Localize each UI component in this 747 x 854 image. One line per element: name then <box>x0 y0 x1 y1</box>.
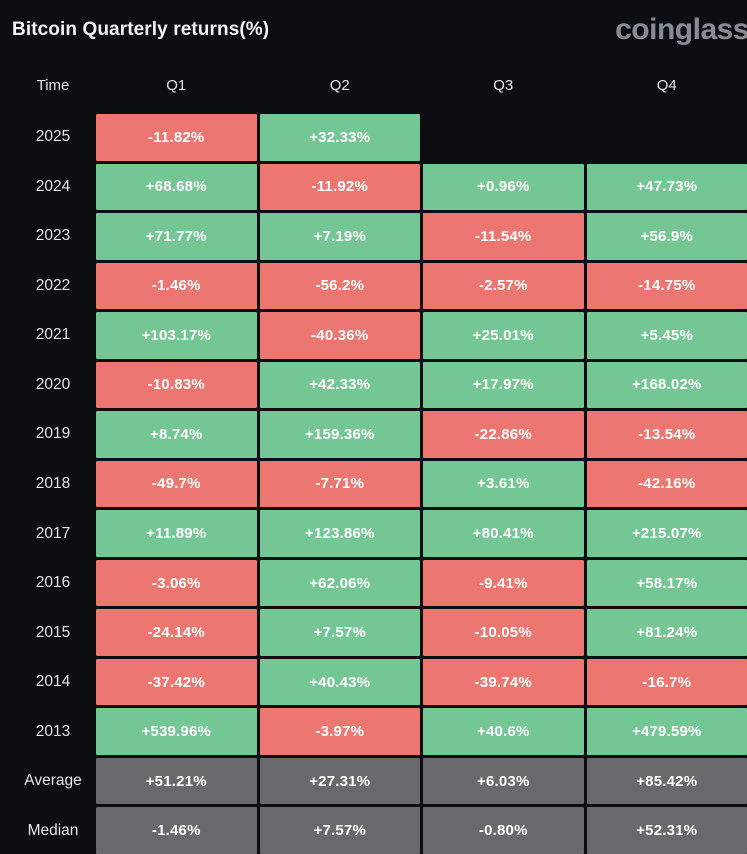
row-label-2017: 2017 <box>35 524 71 542</box>
empty-cell <box>423 114 584 161</box>
return-cell: +27.31% <box>259 757 420 805</box>
return-cell: +8.74% <box>96 411 257 458</box>
row-label-2014: 2014 <box>35 673 71 691</box>
return-cell: -22.86% <box>423 411 584 458</box>
return-cell: -10.83% <box>96 361 257 409</box>
return-cell: +56.9% <box>586 213 747 260</box>
row-label-2023: 2023 <box>35 227 71 245</box>
return-cell: +52.31% <box>586 807 747 854</box>
return-cell: +0.96% <box>423 163 584 211</box>
return-cell: +5.45% <box>586 312 747 359</box>
return-cell: +47.73% <box>586 163 747 211</box>
row-label-2022: 2022 <box>35 276 71 294</box>
column-header-time: Time <box>36 77 70 94</box>
return-cell: -0.80% <box>423 807 584 854</box>
row-label-2020: 2020 <box>35 375 71 393</box>
header-bar: Bitcoin Quarterly returns(%) coinglass <box>0 0 747 60</box>
returns-table: Time Q1 Q2 Q3 Q4 2025 -11.82% +32.33% 2024 +68.68… <box>0 60 747 854</box>
row-label-2025: 2025 <box>35 128 71 146</box>
return-cell: +7.57% <box>259 807 420 854</box>
return-cell: +58.17% <box>586 559 747 607</box>
return-cell: +68.68% <box>96 163 257 211</box>
return-cell: -56.2% <box>259 262 420 310</box>
return-cell: -40.36% <box>259 312 420 359</box>
return-cell: +32.33% <box>259 114 420 161</box>
row-label-average: Average <box>24 772 82 790</box>
return-cell: +40.6% <box>423 708 584 755</box>
page-title: Bitcoin Quarterly returns(%) <box>12 19 270 40</box>
return-cell: -10.05% <box>423 609 584 656</box>
return-cell: -37.42% <box>96 658 257 706</box>
return-cell: -1.46% <box>96 262 257 310</box>
return-cell: -11.92% <box>259 163 420 211</box>
column-header-q4: Q4 <box>656 77 677 94</box>
return-cell: +71.77% <box>96 213 257 260</box>
return-cell: +123.86% <box>259 510 420 557</box>
return-cell: -7.71% <box>259 460 420 508</box>
return-cell: -1.46% <box>96 807 257 854</box>
return-cell: +17.97% <box>423 361 584 409</box>
coinglass-logo: coinglass <box>615 13 747 46</box>
row-label-2024: 2024 <box>35 177 71 195</box>
return-cell: +40.43% <box>259 658 420 706</box>
return-cell: +25.01% <box>423 312 584 359</box>
return-cell: -3.06% <box>96 559 257 607</box>
row-label-median: Median <box>27 821 79 839</box>
row-label-2015: 2015 <box>35 623 71 641</box>
return-cell: +539.96% <box>96 708 257 755</box>
return-cell: +7.19% <box>259 213 420 260</box>
row-label-2018: 2018 <box>35 474 71 492</box>
return-cell: -24.14% <box>96 609 257 656</box>
return-cell: -13.54% <box>586 411 747 458</box>
return-cell: +168.02% <box>586 361 747 409</box>
return-cell: +62.06% <box>259 559 420 607</box>
return-cell: +215.07% <box>586 510 747 557</box>
return-cell: -11.82% <box>96 114 257 161</box>
return-cell: -39.74% <box>423 658 584 706</box>
row-label-2016: 2016 <box>35 574 71 592</box>
return-cell: -3.97% <box>259 708 420 755</box>
return-cell: +80.41% <box>423 510 584 557</box>
return-cell: +42.33% <box>259 361 420 409</box>
column-header-q1: Q1 <box>166 77 187 94</box>
return-cell: -9.41% <box>423 559 584 607</box>
return-cell: +479.59% <box>586 708 747 755</box>
return-cell: +11.89% <box>96 510 257 557</box>
return-cell: +81.24% <box>586 609 747 656</box>
return-cell: +51.21% <box>96 757 257 805</box>
return-cell: +85.42% <box>586 757 747 805</box>
row-label-2021: 2021 <box>35 326 71 344</box>
return-cell: +6.03% <box>423 757 584 805</box>
return-cell: -49.7% <box>96 460 257 508</box>
return-cell: +159.36% <box>259 411 420 458</box>
column-header-q3: Q3 <box>493 77 514 94</box>
return-cell: -2.57% <box>423 262 584 310</box>
return-cell: -16.7% <box>586 658 747 706</box>
return-cell: -11.54% <box>423 213 584 260</box>
empty-cell <box>587 114 747 161</box>
return-cell: -14.75% <box>586 262 747 310</box>
return-cell: +103.17% <box>96 312 257 359</box>
return-cell: -42.16% <box>586 460 747 508</box>
column-header-q2: Q2 <box>329 77 350 94</box>
return-cell: +7.57% <box>259 609 420 656</box>
row-label-2013: 2013 <box>35 722 71 740</box>
return-cell: +3.61% <box>423 460 584 508</box>
row-label-2019: 2019 <box>35 425 71 443</box>
